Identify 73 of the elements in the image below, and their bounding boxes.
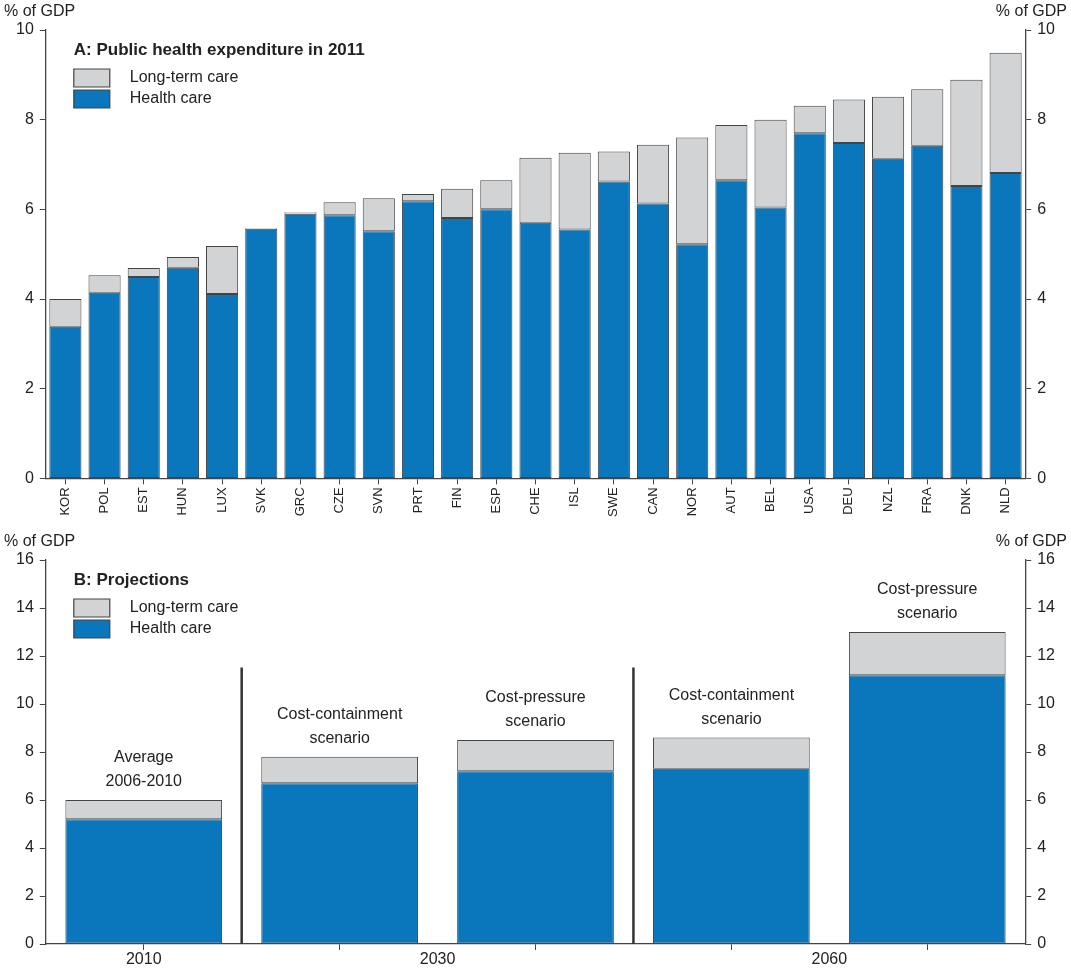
x-tick-label: Cost-containment scenario (276, 705, 403, 747)
text: A: Public health expenditure in 2011 (73, 39, 365, 59)
y-axis-title: % of GDP (4, 532, 76, 550)
x-tick-label: PRT (409, 487, 425, 514)
x-tick-label: AUT (722, 487, 738, 514)
y2-tick-label: 4 (1037, 289, 1047, 307)
y2-tick-label: 8 (1037, 742, 1047, 760)
y-tick-label: 0 (24, 468, 34, 486)
y-tick-label: 10 (16, 694, 34, 712)
x-tick-label: ISL (566, 487, 582, 507)
y2-tick-label: 8 (1037, 110, 1047, 128)
x-tick-label: SVN (370, 487, 386, 515)
legend-label: Health care (129, 89, 212, 107)
x-tick-label: GRC (292, 487, 308, 517)
x-tick-label: CAN (644, 487, 660, 515)
y-tick-label: 8 (24, 110, 34, 128)
x-tick-label: FIN (448, 487, 464, 509)
x-tick-label: DEU (840, 487, 856, 515)
x-tick-label: USA (801, 487, 817, 515)
y2-tick-label: 0 (1037, 468, 1047, 486)
y-tick-label: 6 (24, 199, 34, 217)
y-tick-label: 16 (16, 550, 34, 568)
y-tick-label: 14 (16, 598, 34, 616)
x-tick-label: Cost-pressure scenario (485, 688, 586, 730)
y2-tick-label: 6 (1037, 199, 1047, 217)
x-tick-label: DNK (958, 487, 974, 515)
x-tick-label: NLD (997, 487, 1013, 514)
text: 2060 (811, 950, 848, 968)
y2-tick-label: 14 (1037, 598, 1056, 616)
x-tick-label: POL (96, 487, 112, 514)
text: B: Projections (73, 569, 190, 589)
x-tick-label: ESP (487, 487, 503, 514)
y-tick-label: 4 (24, 838, 34, 856)
y-tick-label: 12 (16, 646, 34, 664)
text: 2010 (125, 950, 162, 968)
y-tick-label: 6 (24, 790, 34, 808)
y-axis-title: % of GDP (4, 2, 76, 20)
x-tick-label: HUN (174, 487, 190, 516)
y2-tick-label: 12 (1037, 646, 1056, 664)
y-tick-label: 2 (24, 886, 34, 904)
y2-tick-label: 4 (1037, 838, 1047, 856)
x-tick-label: SWE (605, 487, 621, 518)
x-tick-label: CZE (331, 487, 347, 514)
x-tick-label: CHE (527, 487, 543, 515)
y-tick-label: 0 (24, 934, 34, 952)
legend-label: Long-term care (129, 68, 239, 86)
y2-tick-label: 2 (1037, 379, 1047, 397)
x-tick-label: Average 2006-2010 (105, 748, 183, 790)
y2-axis-title: % of GDP (995, 532, 1067, 550)
y-tick-label: 2 (24, 379, 34, 397)
y-tick-label: 10 (16, 20, 34, 38)
x-tick-label: KOR (56, 487, 72, 516)
x-tick-label: NOR (683, 487, 699, 517)
y2-tick-label: 6 (1037, 790, 1047, 808)
x-tick-label: EST (135, 487, 151, 513)
x-tick-label: NZL (879, 487, 895, 512)
legend-label: Long-term care (129, 598, 239, 616)
y-tick-label: 8 (24, 742, 34, 760)
legend-label: Health care (129, 619, 212, 637)
x-tick-label: LUX (213, 487, 229, 513)
y2-tick-label: 2 (1037, 886, 1047, 904)
x-tick-label: Cost-pressure scenario (877, 580, 978, 622)
x-tick-label: BEL (762, 487, 778, 512)
y2-tick-label: 10 (1037, 20, 1056, 38)
x-tick-label: Cost-containment scenario (668, 686, 795, 728)
y2-tick-label: 0 (1037, 934, 1047, 952)
y-tick-label: 4 (24, 289, 34, 307)
y2-axis-title: % of GDP (995, 2, 1067, 20)
y2-tick-label: 10 (1037, 694, 1056, 712)
x-tick-label: FRA (918, 487, 934, 514)
x-tick-label: SVK (252, 487, 268, 514)
text: 2030 (419, 950, 456, 968)
y2-tick-label: 16 (1037, 550, 1056, 568)
